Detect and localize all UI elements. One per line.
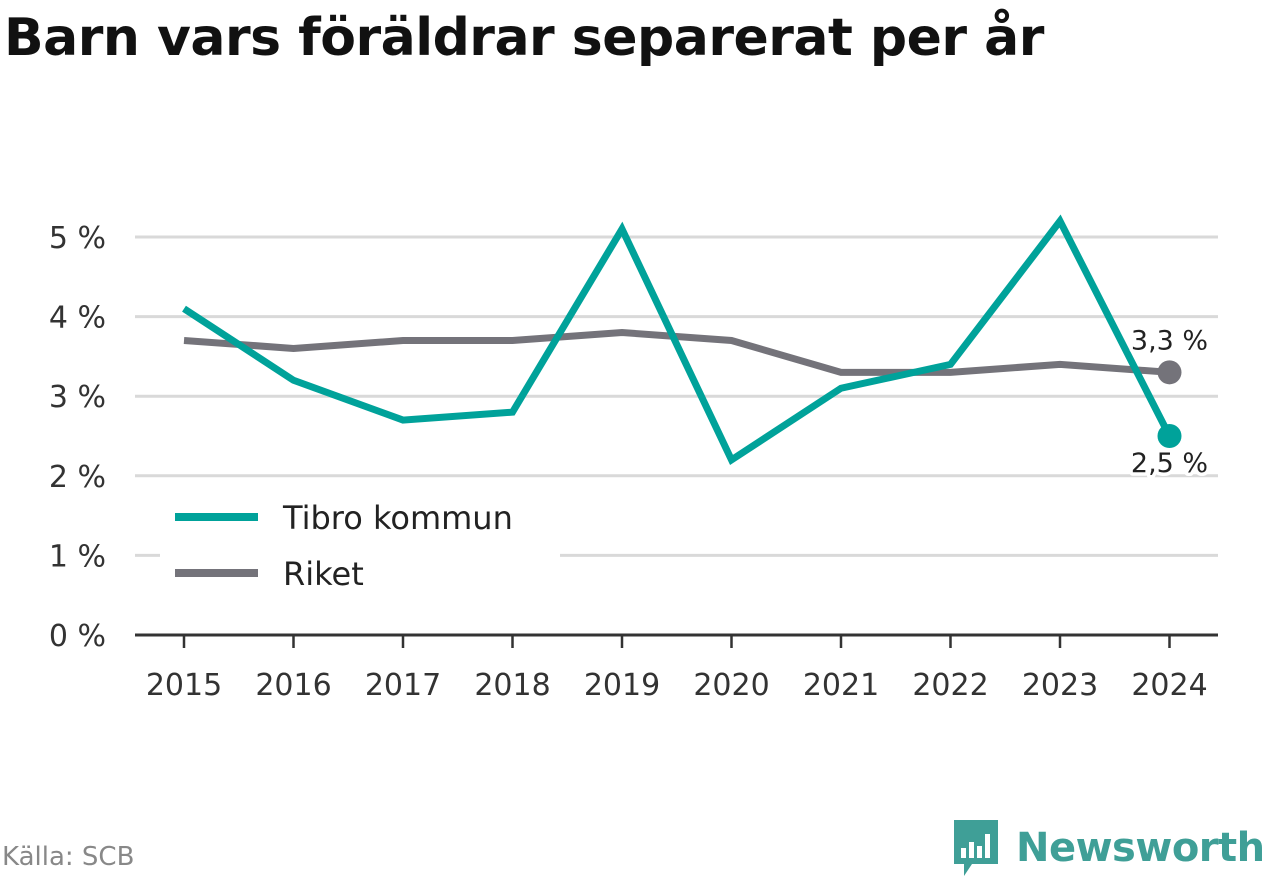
legend: Tibro kommun Riket xyxy=(160,490,560,598)
end-labels: 2,5 %2,5 %3,3 %3,3 % xyxy=(1127,322,1211,483)
newsworthy-logo-icon xyxy=(954,820,998,876)
y-tick-label: 0 % xyxy=(49,619,106,654)
series-line xyxy=(182,214,1173,466)
series-layer xyxy=(182,214,1182,466)
y-axis-ticks: 0 % 1 % 2 % 3 % 4 % 5 % xyxy=(49,221,106,654)
x-tick-label: 2021 xyxy=(803,668,879,703)
y-tick-label: 5 % xyxy=(49,221,106,256)
y-tick-label: 2 % xyxy=(49,460,106,495)
y-tick-label: 3 % xyxy=(49,380,106,415)
source-note: Källa: SCB xyxy=(2,842,135,872)
x-tick-label: 2024 xyxy=(1131,668,1207,703)
x-tick-label: 2017 xyxy=(365,668,441,703)
end-label-halo: 3,3 % xyxy=(1131,325,1208,356)
x-tick-label: 2015 xyxy=(146,668,222,703)
chart-title: Barn vars föräldrar separerat per år xyxy=(4,8,1044,68)
brand-name: Newsworthy xyxy=(1016,825,1262,871)
brand-logo: Newsworthy xyxy=(950,818,1262,878)
legend-background xyxy=(160,490,560,598)
x-tick-label: 2016 xyxy=(255,668,331,703)
x-axis: 2015 2016 2017 2018 2019 2020 2021 2022 2023 2024 xyxy=(135,633,1218,703)
legend-label: Tibro kommun xyxy=(282,499,513,537)
y-tick-label: 1 % xyxy=(49,539,106,574)
legend-label: Riket xyxy=(283,555,364,593)
end-point-marker xyxy=(1157,360,1182,385)
x-tick-label: 2023 xyxy=(1022,668,1098,703)
x-tick-label: 2019 xyxy=(584,668,660,703)
x-tick-label: 2020 xyxy=(693,668,769,703)
end-label: 2,5 % xyxy=(1131,448,1208,479)
x-tick-label: 2022 xyxy=(912,668,988,703)
end-label: 3,3 % xyxy=(1131,325,1208,356)
x-tick-label: 2018 xyxy=(474,668,550,703)
end-label-halo: 2,5 % xyxy=(1131,448,1208,479)
end-point-marker xyxy=(1157,424,1182,448)
y-tick-label: 4 % xyxy=(49,301,106,336)
